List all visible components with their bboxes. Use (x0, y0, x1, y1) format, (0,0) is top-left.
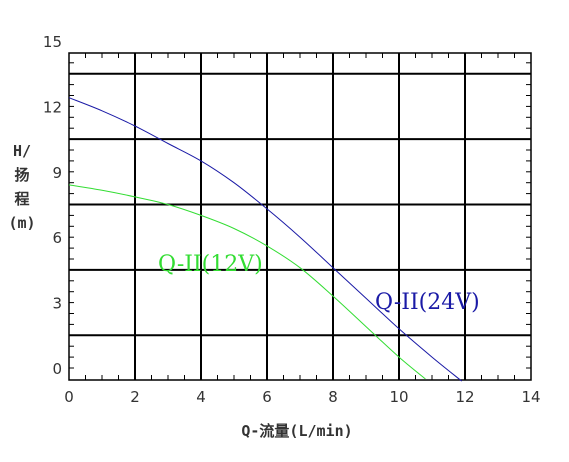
plot-frame (68, 52, 532, 381)
minor-ticks (68, 53, 532, 380)
x-tick-label-4: 4 (196, 388, 206, 406)
series-layer (68, 97, 463, 382)
x-tick-label-14: 14 (521, 388, 540, 406)
series-label-24v: Q-II(24V) (375, 290, 480, 315)
x-tick-label-10: 10 (389, 388, 408, 406)
y-axis-title-line-2: 扬 (14, 166, 29, 184)
y-tick-label-6: 6 (52, 229, 62, 247)
y-tick-label-0: 0 (52, 360, 62, 378)
y-tick-label-9: 9 (52, 164, 62, 182)
y-tick-labels: 0 3 6 9 12 15 (43, 33, 62, 378)
series-line-0 (68, 97, 463, 382)
x-tick-label-6: 6 (262, 388, 272, 406)
y-axis-title-line-3: 程 (14, 190, 29, 208)
x-tick-label-2: 2 (130, 388, 140, 406)
x-axis-title: Q-流量(L/min) (241, 422, 352, 440)
grid (69, 53, 531, 380)
series-label-12v: Q-II(12V) (158, 252, 263, 277)
x-tick-label-8: 8 (328, 388, 338, 406)
x-tick-labels: 0 2 4 6 8 10 12 14 (64, 388, 540, 406)
x-tick-label-0: 0 (64, 388, 74, 406)
y-tick-label-12: 12 (43, 98, 62, 116)
y-axis-title-line-1: H/ (13, 142, 31, 160)
y-tick-label-3: 3 (52, 295, 62, 313)
plot-background (69, 53, 531, 380)
y-axis-title-line-4: (m) (8, 214, 35, 232)
y-tick-label-15: 15 (43, 33, 62, 51)
series-line-1 (68, 184, 426, 380)
x-tick-label-12: 12 (455, 388, 474, 406)
